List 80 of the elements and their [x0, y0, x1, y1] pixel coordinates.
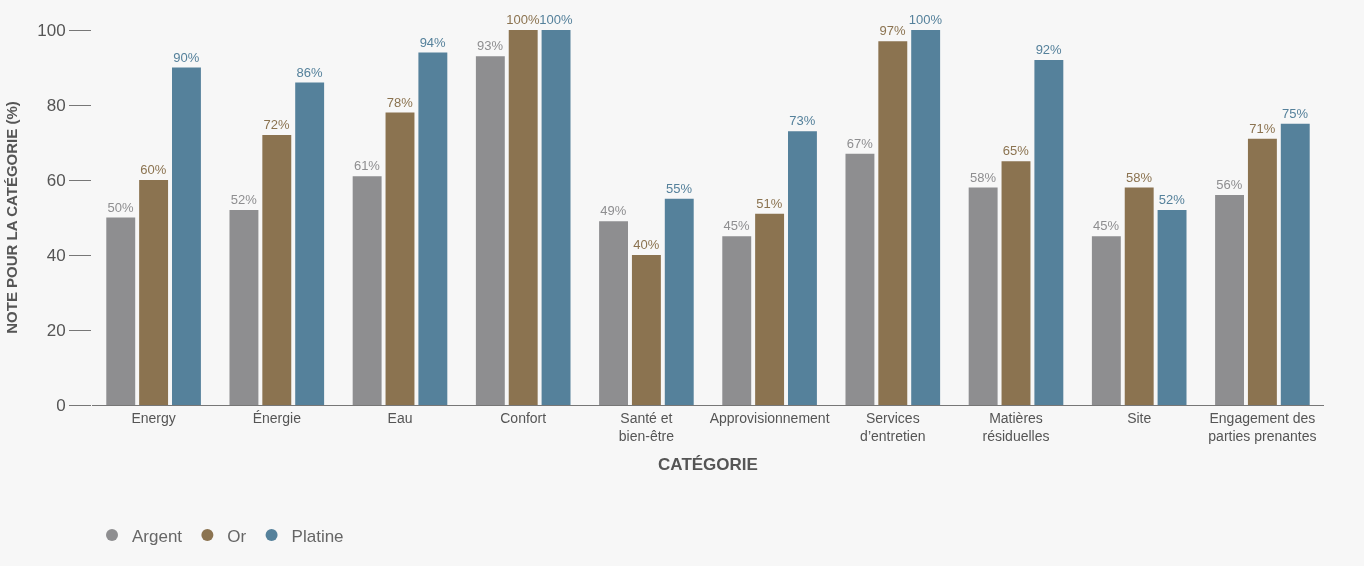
data-label: 93% [477, 38, 504, 54]
bar [508, 30, 538, 405]
bar [352, 176, 382, 405]
data-label: 50% [107, 199, 134, 215]
data-label: 78% [386, 94, 414, 110]
bar [968, 187, 998, 405]
bar [1091, 236, 1121, 405]
bar [755, 213, 785, 405]
y-tick-label: 100 [37, 20, 66, 40]
bar [631, 255, 661, 405]
bar [295, 82, 325, 405]
bar [1001, 161, 1031, 405]
legend-label: Platine [291, 526, 344, 546]
bar [1157, 210, 1187, 405]
data-label: 61% [353, 158, 381, 174]
legend-label: Argent [132, 526, 183, 546]
data-label: 86% [296, 64, 323, 80]
data-label: 94% [419, 34, 447, 50]
data-label: 52% [1158, 192, 1186, 207]
data-label: 75% [1282, 105, 1309, 121]
bar [1247, 138, 1277, 405]
bar [172, 67, 201, 405]
x-tick-label: Services d’entretien [860, 409, 926, 444]
y-tick-label: 40 [46, 245, 66, 265]
bar [845, 153, 875, 405]
data-label: 97% [879, 23, 907, 39]
bar [385, 112, 415, 405]
data-label: 73% [789, 113, 816, 129]
x-tick-label: Site [1127, 409, 1152, 426]
x-tick-label: Engagement des parties prenantes [1208, 409, 1317, 444]
data-label: 92% [1035, 42, 1063, 57]
bar [1034, 60, 1064, 405]
legend-label: Or [227, 526, 247, 546]
bar [911, 30, 941, 405]
x-tick-label: Approvisionnement [709, 409, 830, 426]
bar [541, 30, 571, 405]
data-label: 45% [723, 218, 750, 234]
data-label: 65% [1002, 143, 1030, 159]
bar [788, 131, 817, 405]
x-tick-label: Confort [500, 409, 547, 426]
data-label: 67% [846, 135, 874, 151]
y-axis-title: NOTE POUR LA CATÉGORIE (%) [3, 101, 21, 334]
y-tick-label: 80 [46, 95, 66, 115]
y-tick-label: 20 [46, 320, 66, 340]
bar [229, 210, 259, 405]
x-tick-label: Énergie [252, 409, 302, 426]
data-label: 58% [1125, 169, 1153, 185]
bar [599, 221, 628, 405]
bar [1124, 187, 1154, 405]
data-label: 45% [1093, 218, 1120, 234]
bar [1215, 195, 1244, 405]
data-label: 40% [633, 237, 660, 252]
bar [664, 198, 694, 405]
bar [139, 180, 169, 405]
x-tick-label: Santé et bien-être [618, 409, 675, 444]
bar [106, 217, 136, 405]
x-tick-label: Matières résiduelles [982, 409, 1050, 444]
bar [878, 41, 908, 405]
data-label: 52% [230, 192, 258, 207]
bar [475, 56, 505, 405]
y-tick-label: 0 [56, 395, 66, 415]
x-axis-title: CATÉGORIE [658, 455, 758, 475]
data-label: 55% [666, 180, 693, 196]
bar [262, 135, 292, 405]
data-label: 56% [1216, 177, 1243, 192]
bar [722, 236, 752, 405]
data-label: 100% [908, 12, 943, 27]
data-label: 60% [140, 162, 167, 177]
data-label: 72% [263, 117, 291, 132]
data-label: 71% [1249, 120, 1276, 136]
bar [1280, 123, 1310, 405]
y-tick-label: 60 [46, 170, 66, 190]
x-tick-label: Eau [387, 409, 413, 426]
data-label: 58% [969, 169, 997, 185]
bar [418, 52, 448, 405]
x-tick-label: Energy [131, 409, 176, 426]
data-label: 90% [173, 49, 200, 65]
data-label: 49% [600, 203, 627, 219]
data-label: 51% [756, 195, 783, 211]
data-label: 100% [539, 12, 573, 27]
